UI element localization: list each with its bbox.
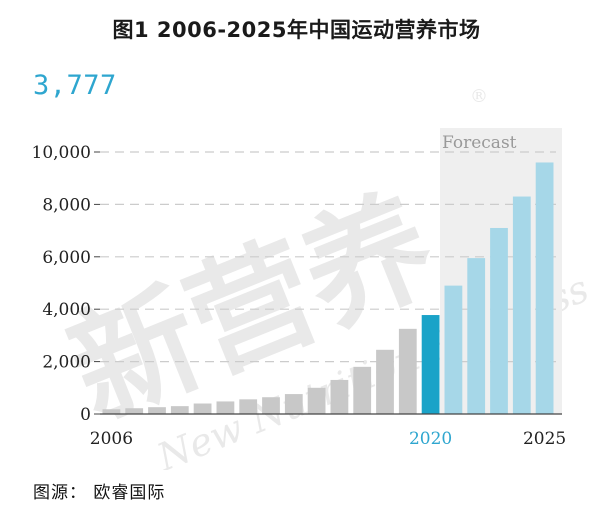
x-tick-label-2006: 2006 <box>90 429 133 449</box>
bar-2015 <box>307 387 326 414</box>
bar-2007 <box>125 408 144 414</box>
bar-2021 <box>444 285 463 414</box>
y-tick-label: 4,000 <box>42 300 91 320</box>
bar-2011 <box>216 401 235 414</box>
bar-2019 <box>398 328 417 414</box>
y-tick-label: 0 <box>80 405 91 425</box>
bar-2017 <box>353 366 372 414</box>
bar-2008 <box>148 407 166 414</box>
bar-2020 <box>421 315 440 414</box>
bar-2013 <box>262 397 280 414</box>
x-tick-label-2020: 2020 <box>409 429 452 449</box>
bar-2023 <box>490 227 508 414</box>
bar-2010 <box>193 403 212 414</box>
bar-2018 <box>376 349 394 414</box>
x-tick-label-2025: 2025 <box>523 429 566 449</box>
chart-title: 图1 2006-2025年中国运动营养市场 <box>112 18 481 42</box>
bar-2025 <box>535 162 554 414</box>
bar-chart: 新营养 New Nutrition Business ® Forecast 02… <box>32 86 593 470</box>
watermark-registered: ® <box>470 86 488 107</box>
forecast-label: Forecast <box>442 133 517 153</box>
y-tick-label: 8,000 <box>42 195 91 215</box>
highlight-value: 3,777 <box>33 70 117 101</box>
bar-2012 <box>239 399 258 414</box>
y-tick-label: 6,000 <box>42 248 91 268</box>
bar-2006 <box>102 409 121 414</box>
source-note: 图源： 欧睿国际 <box>33 483 166 503</box>
bar-2016 <box>330 379 349 414</box>
bars <box>102 162 554 414</box>
bar-2009 <box>170 406 189 414</box>
bar-2024 <box>512 196 531 414</box>
bar-2014 <box>284 394 303 414</box>
y-tick-label: 10,000 <box>32 143 91 163</box>
y-tick-label: 2,000 <box>42 353 91 373</box>
bar-2022 <box>467 258 486 414</box>
x-axis: 2006 2020 2025 <box>90 429 566 449</box>
y-axis: 0 2,000 4,000 6,000 8,000 10,000 <box>32 143 100 425</box>
